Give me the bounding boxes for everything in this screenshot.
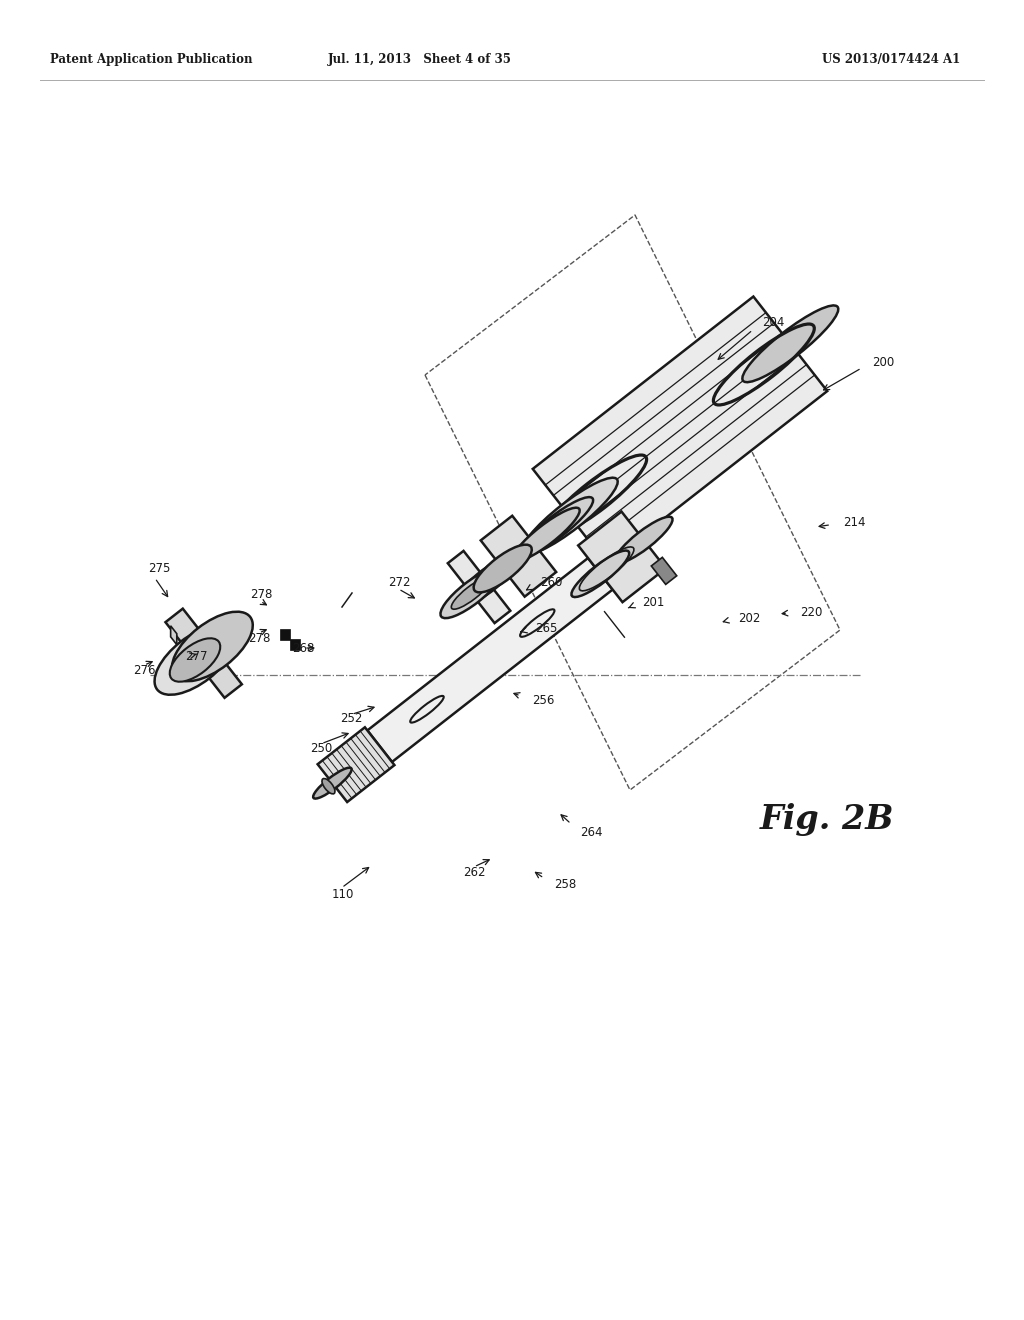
Text: 256: 256 (532, 693, 554, 706)
Text: 275: 275 (148, 561, 170, 574)
Polygon shape (280, 630, 290, 640)
Text: 268: 268 (292, 642, 314, 655)
Text: 220: 220 (800, 606, 822, 619)
Ellipse shape (440, 568, 502, 618)
Polygon shape (532, 297, 827, 564)
Text: 252: 252 (340, 711, 362, 725)
Text: Patent Application Publication: Patent Application Publication (50, 54, 253, 66)
Ellipse shape (457, 556, 518, 606)
Polygon shape (447, 550, 510, 623)
Text: 272: 272 (388, 577, 411, 590)
Ellipse shape (313, 768, 351, 799)
Text: 278: 278 (248, 631, 270, 644)
Text: Jul. 11, 2013   Sheet 4 of 35: Jul. 11, 2013 Sheet 4 of 35 (328, 54, 512, 66)
Text: 214: 214 (843, 516, 865, 529)
Text: 201: 201 (642, 595, 665, 609)
Ellipse shape (614, 516, 673, 564)
Polygon shape (171, 626, 177, 644)
Ellipse shape (742, 305, 839, 383)
Polygon shape (368, 558, 612, 762)
Text: 110: 110 (332, 888, 354, 902)
Ellipse shape (322, 779, 335, 793)
Ellipse shape (474, 545, 531, 593)
Text: 278: 278 (250, 589, 272, 602)
Text: 277: 277 (185, 651, 208, 664)
Polygon shape (290, 639, 300, 649)
Text: 260: 260 (540, 576, 562, 589)
Polygon shape (166, 609, 242, 698)
Ellipse shape (172, 611, 253, 681)
Polygon shape (651, 557, 677, 585)
Text: 250: 250 (310, 742, 332, 755)
Ellipse shape (512, 508, 580, 561)
Text: 200: 200 (872, 355, 894, 368)
Text: 202: 202 (738, 611, 761, 624)
Polygon shape (480, 516, 556, 597)
Ellipse shape (155, 626, 236, 694)
Ellipse shape (170, 639, 220, 681)
Text: 265: 265 (535, 622, 557, 635)
Text: 264: 264 (580, 825, 602, 838)
Text: Fig. 2B: Fig. 2B (760, 804, 895, 837)
Text: 258: 258 (554, 879, 577, 891)
Ellipse shape (518, 498, 593, 557)
Text: 262: 262 (463, 866, 485, 879)
Polygon shape (317, 727, 394, 803)
Polygon shape (579, 512, 666, 602)
Ellipse shape (571, 550, 629, 597)
Text: 204: 204 (762, 315, 784, 329)
Ellipse shape (521, 478, 617, 554)
Text: 276: 276 (133, 664, 156, 676)
Text: US 2013/0174424 A1: US 2013/0174424 A1 (821, 54, 961, 66)
Ellipse shape (452, 577, 492, 610)
